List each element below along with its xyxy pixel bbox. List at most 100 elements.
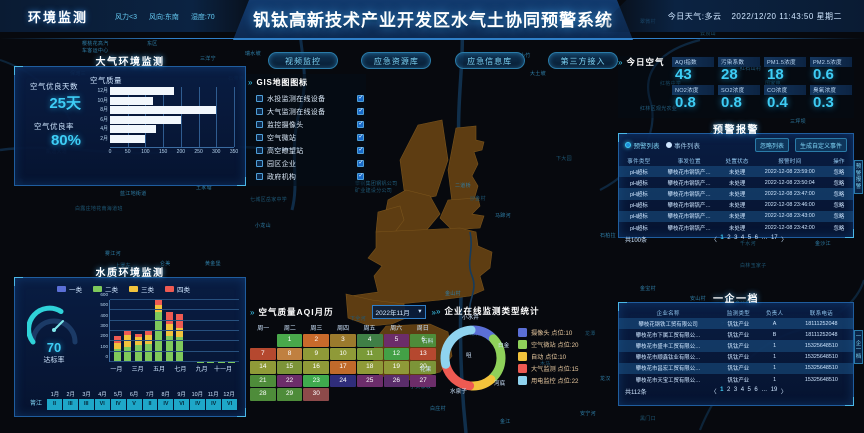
legend-item[interactable]: 一类 [57, 284, 82, 294]
page-number[interactable]: … [761, 387, 768, 394]
donut-legend-item[interactable]: 摄像头 点位:10 [518, 328, 578, 337]
calendar-day[interactable]: 24 [330, 374, 356, 387]
page-number[interactable]: 19 [770, 387, 778, 394]
donut-legend-item[interactable]: 自动 点位:10 [518, 352, 578, 361]
create-custom-event-button[interactable]: 生成自定义事件 [794, 138, 847, 152]
calendar-day[interactable]: 2 [303, 334, 330, 347]
calendar-day[interactable]: 8 [276, 347, 303, 360]
donut-slice[interactable] [468, 325, 497, 342]
table-row[interactable]: 攀枝花市下属工贸有限公… 钒钛产业 B 18111252048 [619, 329, 853, 340]
table-row[interactable]: pH超标 攀枝花市钢钒产… 未处理 2022-12-08 23:46:00 忽略 [619, 200, 853, 211]
calendar-day[interactable]: 1 [276, 334, 303, 347]
checkbox[interactable] [357, 107, 364, 115]
calendar-day[interactable]: 22 [276, 374, 303, 387]
page-number[interactable]: … [761, 235, 768, 242]
gis-layer-row-5[interactable]: 园区企业 [246, 157, 366, 170]
gis-layer-row-1[interactable]: 大气监测在线设备 [246, 105, 366, 118]
calendar-day[interactable]: 15 [276, 361, 303, 374]
prev-page-button[interactable]: 〈 [710, 238, 717, 245]
checkbox[interactable] [357, 159, 364, 167]
donut-slice[interactable] [441, 361, 475, 391]
checkbox[interactable] [357, 146, 364, 154]
grade-cell[interactable]: IV [206, 399, 222, 410]
rail-company-tab[interactable]: 一企一档 [854, 330, 863, 364]
calendar-day[interactable]: 18 [356, 361, 383, 374]
calendar-day[interactable]: 29 [276, 388, 303, 401]
grade-cell[interactable]: IV [110, 399, 126, 410]
prev-page-button[interactable]: 〈 [710, 390, 717, 397]
cell-action[interactable]: 忽略 [833, 203, 845, 210]
calendar-day[interactable]: 27 [410, 374, 436, 387]
cell-action[interactable]: 忽略 [824, 210, 853, 222]
calendar-day[interactable]: 16 [303, 361, 330, 374]
gis-layer-row-6[interactable]: 政府机构 [246, 170, 366, 183]
cell-action[interactable]: 忽略 [824, 166, 853, 178]
donut-slice[interactable] [440, 325, 476, 369]
checkbox[interactable] [357, 172, 364, 180]
page-number[interactable]: 3 [734, 235, 738, 242]
table-row[interactable]: 攀枝花市顺鑫钛业有限公… 钒钛产业 1 15325648510 [619, 352, 853, 363]
gis-layer-row-3[interactable]: 空气微站 [246, 131, 366, 144]
table-row[interactable]: pH超标 攀枝花市钢钒产… 未处理 2022-12-08 23:50:04 忽略 [619, 177, 853, 188]
page-number[interactable]: 17 [770, 235, 778, 242]
donut-legend-item[interactable]: 用电监控 点位:22 [518, 376, 578, 385]
donut-legend-item[interactable]: 大气监测 点位:15 [518, 364, 578, 373]
page-number[interactable]: 2 [727, 387, 731, 394]
legend-item[interactable]: 三类 [129, 284, 154, 294]
ignore-list-button[interactable]: 忽略列表 [754, 138, 789, 152]
page-number[interactable]: 6 [754, 235, 758, 242]
tab-1[interactable]: 应急资源库 [361, 52, 432, 69]
grade-cell[interactable]: IV [190, 399, 206, 410]
calendar-day[interactable]: 28 [250, 388, 276, 401]
page-number[interactable]: 4 [740, 387, 745, 394]
page-number[interactable]: 3 [733, 387, 738, 394]
calendar-day[interactable]: 10 [330, 347, 356, 360]
cell-action[interactable]: 忽略 [833, 180, 845, 187]
calendar-day[interactable]: 4 [356, 334, 383, 347]
page-number[interactable]: 1 [720, 235, 724, 242]
page-number[interactable]: 6 [754, 387, 758, 394]
grade-cell[interactable]: II [142, 399, 158, 410]
calendar-day[interactable]: 25 [356, 374, 383, 387]
table-row[interactable]: 攀枝花市昌宏工贸有限公… 钒钛产业 1 15325648510 [619, 362, 853, 374]
checkbox[interactable] [357, 120, 364, 128]
grade-cell[interactable]: VI [174, 399, 190, 410]
legend-item[interactable]: 四类 [165, 284, 190, 294]
grade-cell[interactable]: VI [222, 399, 238, 410]
donut-slice[interactable] [487, 334, 506, 383]
grade-cell[interactable]: III [62, 399, 78, 410]
next-month-icon[interactable]: » [431, 307, 436, 317]
grade-cell[interactable]: II [47, 399, 62, 410]
next-page-button[interactable]: 〉 [780, 390, 787, 397]
calendar-day[interactable]: 12 [383, 347, 410, 360]
calendar-day[interactable]: 3 [330, 334, 356, 347]
calendar-day[interactable]: 7 [250, 347, 276, 360]
grade-cell[interactable]: III [78, 399, 94, 410]
gis-layer-row-4[interactable]: 高空瞭望站 [246, 144, 366, 157]
calendar-day[interactable]: 21 [250, 374, 276, 387]
calendar-day[interactable]: 9 [303, 347, 330, 360]
page-number[interactable]: 4 [740, 235, 745, 242]
tab-0[interactable]: 视频监控 [268, 52, 338, 69]
table-row[interactable]: 攀枝花市盛丰工贸有限公… 钒钛产业 1 15325648510 [619, 340, 853, 352]
table-row[interactable]: pH超标 攀枝花市钢钒产… 未处理 2022-12-08 23:59:00 忽略 [619, 166, 853, 178]
grade-cell[interactable]: IV [158, 399, 174, 410]
cell-action[interactable]: 忽略 [833, 225, 845, 232]
table-row[interactable]: pH超标 攀枝花市钢钒产… 未处理 2022-12-08 23:42:00 忽略 [619, 222, 853, 233]
legend-item[interactable]: 二类 [93, 284, 118, 294]
calendar-day[interactable]: 13 [410, 347, 436, 360]
calendar-day[interactable]: 20 [410, 361, 436, 374]
checkbox[interactable] [357, 133, 364, 141]
calendar-day[interactable]: 11 [356, 347, 383, 360]
radio-alert-list[interactable]: 预警列表 [625, 140, 660, 150]
rail-alert-tab[interactable]: 预警报警 [854, 160, 863, 194]
month-select[interactable]: 2022年11月 ▾ [371, 305, 426, 319]
page-number[interactable]: 5 [747, 387, 751, 394]
tab-2[interactable]: 应急信息库 [454, 52, 525, 69]
table-row[interactable]: 攀枝花钢铁工贸有限公司 钒钛产业 A 18111252048 [619, 318, 853, 330]
calendar-day[interactable]: 19 [383, 361, 410, 374]
grade-cell[interactable]: V [126, 399, 142, 410]
calendar-day[interactable]: 14 [250, 361, 276, 374]
calendar-day[interactable]: 23 [303, 374, 330, 387]
radio-event-list[interactable]: 事件列表 [665, 140, 700, 150]
